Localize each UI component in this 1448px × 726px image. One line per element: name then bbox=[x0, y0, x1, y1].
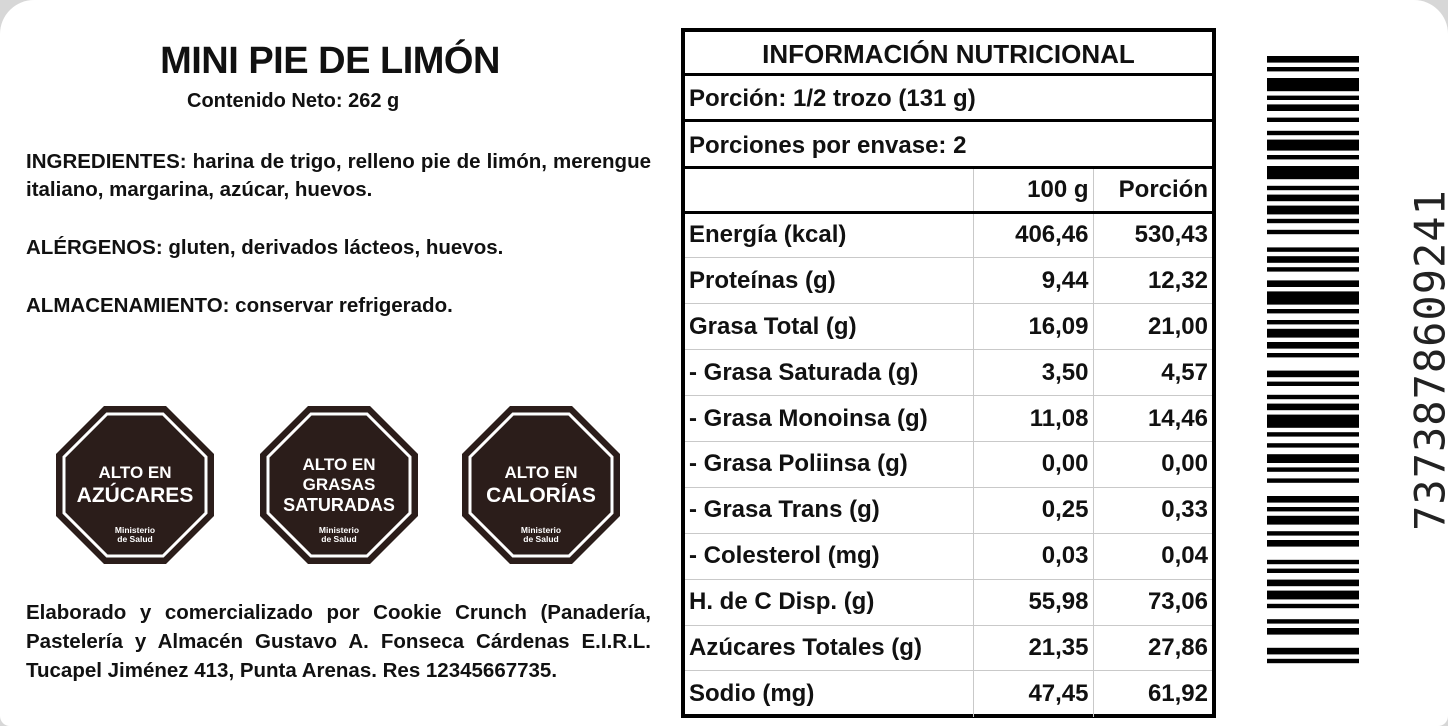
manufacturer-text: Elaborado y comercializado por Cookie Cr… bbox=[26, 601, 651, 682]
nutrient-portion: 27,86 bbox=[1093, 625, 1212, 672]
product-title: MINI PIE DE LIMÓN bbox=[160, 40, 500, 82]
allergens-text: ALÉRGENOS: gluten, derivados lácteos, hu… bbox=[26, 234, 651, 262]
nutrient-portion: 12,32 bbox=[1093, 257, 1212, 305]
nutrient-table: 100 g Porción Energía (kcal) 406,46 530,43… bbox=[685, 169, 1212, 717]
ministry-line1: Ministerio bbox=[318, 525, 360, 535]
seal-high-sugar: ALTO EN AZÚCARES Ministerio de Salud bbox=[54, 404, 216, 566]
nutrient-name-header bbox=[685, 169, 974, 214]
table-row: H. de C Disp. (g) 55,98 73,06 bbox=[685, 579, 1212, 626]
nutrient-portion: 0,00 bbox=[1093, 441, 1212, 488]
ministry-line1: Ministerio bbox=[114, 525, 156, 535]
barcode-icon bbox=[1267, 56, 1359, 664]
table-row: - Grasa Saturada (g) 3,50 4,57 bbox=[685, 349, 1212, 397]
nutrient-name: Grasa Total (g) bbox=[685, 303, 974, 351]
nutrient-name: - Grasa Monoinsa (g) bbox=[685, 395, 974, 442]
table-row: Grasa Total (g) 16,09 21,00 bbox=[685, 303, 1212, 351]
serving-size: Porción: 1/2 trozo (131 g) bbox=[685, 76, 1212, 122]
ministry-line2: de Salud bbox=[523, 534, 559, 544]
nutrient-per100: 21,35 bbox=[973, 625, 1094, 672]
nutrient-per100: 47,45 bbox=[973, 670, 1094, 717]
table-row: - Grasa Trans (g) 0,25 0,33 bbox=[685, 487, 1212, 534]
octagon-seal-icon bbox=[260, 406, 418, 564]
seal-high-calories: ALTO EN CALORÍAS Ministerio de Salud bbox=[460, 404, 622, 566]
nutrient-per100: 11,08 bbox=[973, 395, 1094, 442]
seal-line3: SATURADAS bbox=[283, 495, 395, 515]
nutrient-portion: 14,46 bbox=[1093, 395, 1212, 442]
ministry-line2: de Salud bbox=[117, 534, 153, 544]
nutrient-name: Azúcares Totales (g) bbox=[685, 625, 974, 672]
nutrient-portion: 530,43 bbox=[1093, 212, 1212, 259]
ingredients-list: harina de trigo, relleno pie de limón, m… bbox=[26, 150, 651, 201]
nutrient-per100: 55,98 bbox=[973, 579, 1094, 626]
seal-high-saturated-fat: ALTO EN GRASAS SATURADAS Ministerio de Sa… bbox=[258, 404, 420, 566]
net-content: Contenido Neto: 262 g bbox=[187, 90, 400, 112]
nutrient-name: - Grasa Saturada (g) bbox=[685, 349, 974, 397]
nutrient-portion: 0,04 bbox=[1093, 533, 1212, 580]
nutrient-name: Proteínas (g) bbox=[685, 257, 974, 305]
nutrient-portion: 4,57 bbox=[1093, 349, 1212, 397]
ingredients-label: INGREDIENTES: bbox=[26, 150, 187, 173]
table-row: - Grasa Poliinsa (g) 0,00 0,00 bbox=[685, 441, 1212, 488]
barcode-number: 7373878609241 bbox=[1405, 189, 1448, 531]
nutrient-name: - Colesterol (mg) bbox=[685, 533, 974, 580]
table-row: Azúcares Totales (g) 21,35 27,86 bbox=[685, 625, 1212, 672]
per100-header: 100 g bbox=[973, 169, 1094, 214]
nutrient-name: - Grasa Poliinsa (g) bbox=[685, 441, 974, 488]
table-row: - Colesterol (mg) 0,03 0,04 bbox=[685, 533, 1212, 580]
nutrient-rows: Energía (kcal) 406,46 530,43 Proteínas (g) 9… bbox=[685, 212, 1212, 717]
nutrient-portion: 21,00 bbox=[1093, 303, 1212, 351]
allergens-label: ALÉRGENOS: bbox=[26, 236, 163, 259]
seal-line2: GRASAS bbox=[302, 475, 376, 494]
ministry-line1: Ministerio bbox=[520, 525, 562, 535]
ministry-line2: de Salud bbox=[321, 534, 357, 544]
nutrient-name: H. de C Disp. (g) bbox=[685, 579, 974, 626]
table-row: Energía (kcal) 406,46 530,43 bbox=[685, 212, 1212, 259]
seal-line1: ALTO EN bbox=[302, 455, 376, 474]
seal-line2: AZÚCARES bbox=[76, 484, 194, 507]
nutrient-portion: 73,06 bbox=[1093, 579, 1212, 626]
nutrient-name: - Grasa Trans (g) bbox=[685, 487, 974, 534]
storage-instructions: conservar refrigerado. bbox=[229, 294, 453, 317]
nutrient-portion: 61,92 bbox=[1147, 680, 1208, 708]
seal-ministry: Ministerio de Salud bbox=[54, 526, 216, 544]
table-row: Proteínas (g) 9,44 12,32 bbox=[685, 257, 1212, 305]
allergens-list: gluten, derivados lácteos, huevos. bbox=[162, 236, 504, 259]
nutrient-per100: 3,50 bbox=[973, 349, 1094, 397]
nutrition-heading: INFORMACIÓN NUTRICIONAL bbox=[685, 32, 1212, 76]
nutrient-header-row: 100 g Porción bbox=[685, 169, 1212, 214]
seal-line2: CALORÍAS bbox=[486, 484, 596, 507]
nutrient-portion: 0,33 bbox=[1093, 487, 1212, 534]
table-row: - Grasa Monoinsa (g) 11,08 14,46 bbox=[685, 395, 1212, 442]
octagon-seal-icon bbox=[56, 406, 214, 564]
nutrient-per100: 406,46 bbox=[973, 212, 1094, 259]
nutrient-per100: 0,00 bbox=[973, 441, 1094, 488]
seal-ministry: Ministerio de Salud bbox=[460, 526, 622, 544]
portion-header: Porción bbox=[1093, 169, 1212, 214]
servings-per-pack: Porciones por envase: 2 bbox=[685, 122, 1212, 169]
seal-line1: ALTO EN bbox=[98, 463, 172, 482]
nutrient-per100: 0,03 bbox=[973, 533, 1094, 580]
storage-label: ALMACENAMIENTO: bbox=[26, 294, 230, 317]
seal-ministry: Ministerio de Salud bbox=[258, 526, 420, 544]
nutrient-per100: 0,25 bbox=[973, 487, 1094, 534]
nutrient-name: Sodio (mg) bbox=[685, 670, 974, 717]
nutrient-name: Energía (kcal) bbox=[685, 212, 974, 259]
seal-line1: ALTO EN bbox=[504, 463, 578, 482]
storage-text: ALMACENAMIENTO: conservar refrigerado. bbox=[26, 292, 651, 320]
nutrient-per100: 9,44 bbox=[973, 257, 1094, 305]
nutrient-per100: 16,09 bbox=[973, 303, 1094, 351]
octagon-seal-icon bbox=[462, 406, 620, 564]
nutrition-facts-table: INFORMACIÓN NUTRICIONAL Porción: 1/2 tro… bbox=[681, 28, 1216, 718]
ingredients-text: INGREDIENTES: harina de trigo, relleno p… bbox=[26, 148, 651, 204]
table-row: Sodio (mg) 47,45 61,92 bbox=[685, 670, 1212, 717]
